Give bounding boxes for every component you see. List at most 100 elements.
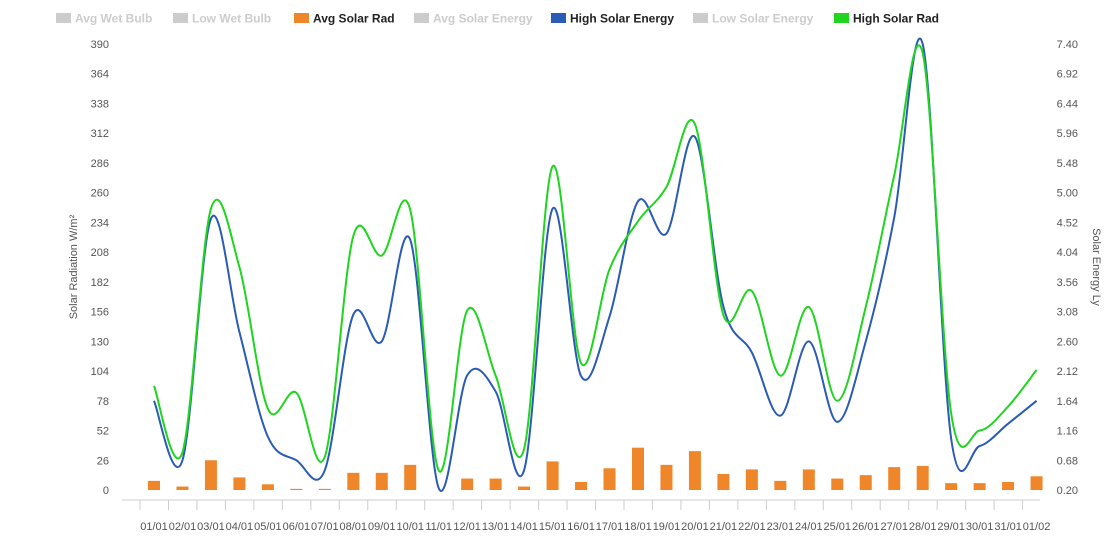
legend-item-label[interactable]: Avg Wet Bulb xyxy=(75,12,152,26)
legend-swatch[interactable] xyxy=(414,13,429,23)
y-right-tick-label: 0.20 xyxy=(1057,485,1078,497)
y-left-tick-label: 26 xyxy=(97,455,109,467)
x-tick-label: 17/01 xyxy=(596,521,624,533)
x-tick-label: 09/01 xyxy=(368,521,396,533)
y-right-tick-label: 5.00 xyxy=(1057,188,1078,200)
y-left-tick-label: 130 xyxy=(91,336,109,348)
y-left-tick-label: 390 xyxy=(91,39,109,51)
y-right-tick-label: 4.04 xyxy=(1057,247,1078,259)
bar-avg-solar-rad[interactable] xyxy=(375,472,388,490)
x-tick-label: 30/01 xyxy=(966,521,994,533)
y-left-tick-label: 286 xyxy=(91,158,109,170)
bar-avg-solar-rad[interactable] xyxy=(233,477,246,490)
bar-avg-solar-rad[interactable] xyxy=(1002,481,1015,490)
x-tick-label: 26/01 xyxy=(852,521,880,533)
y-left-axis-title: Solar Radiation W/m² xyxy=(68,214,80,319)
bar-avg-solar-rad[interactable] xyxy=(546,461,559,490)
bar-avg-solar-rad[interactable] xyxy=(688,451,701,490)
y-right-tick-label: 4.52 xyxy=(1057,217,1078,229)
y-right-tick-label: 1.64 xyxy=(1057,396,1078,408)
x-tick-label: 16/01 xyxy=(567,521,595,533)
bar-avg-solar-rad[interactable] xyxy=(859,475,872,490)
y-right-axis-title: Solar Energy Ly xyxy=(1090,228,1102,306)
x-tick-label: 27/01 xyxy=(880,521,908,533)
x-tick-label: 28/01 xyxy=(909,521,937,533)
bar-avg-solar-rad[interactable] xyxy=(631,447,644,490)
y-right-tick-label: 7.40 xyxy=(1057,39,1078,51)
x-tick-label: 18/01 xyxy=(624,521,652,533)
legend-swatch[interactable] xyxy=(294,13,309,23)
bar-avg-solar-rad[interactable] xyxy=(831,478,844,490)
bar-avg-solar-rad[interactable] xyxy=(888,467,901,490)
bar-avg-solar-rad[interactable] xyxy=(603,468,616,490)
x-tick-label: 08/01 xyxy=(340,521,368,533)
x-tick-label: 19/01 xyxy=(653,521,681,533)
bar-avg-solar-rad[interactable] xyxy=(261,484,274,490)
bar-avg-solar-rad[interactable] xyxy=(945,483,958,490)
bar-avg-solar-rad[interactable] xyxy=(745,469,758,490)
legend-item-label[interactable]: Low Wet Bulb xyxy=(192,12,271,26)
x-tick-label: 21/01 xyxy=(710,521,738,533)
y-left-tick-label: 0 xyxy=(103,485,109,497)
legend-swatch[interactable] xyxy=(693,13,708,23)
bar-avg-solar-rad[interactable] xyxy=(461,478,474,490)
line-high-solar-energy[interactable] xyxy=(153,37,1038,492)
legend-item-label[interactable]: Avg Solar Rad xyxy=(313,12,395,26)
y-left-tick-label: 312 xyxy=(91,128,109,140)
y-left-tick-label: 260 xyxy=(91,188,109,200)
y-left-tick-label: 78 xyxy=(97,396,109,408)
y-right-tick-label: 2.60 xyxy=(1057,336,1078,348)
y-left-tick-label: 338 xyxy=(91,98,109,110)
y-right-tick-label: 1.16 xyxy=(1057,426,1078,438)
legend-item-label[interactable]: High Solar Energy xyxy=(570,12,674,26)
x-tick-label: 10/01 xyxy=(396,521,424,533)
bar-avg-solar-rad[interactable] xyxy=(176,486,189,490)
y-left-tick-label: 104 xyxy=(91,366,109,378)
bar-avg-solar-rad[interactable] xyxy=(290,488,303,490)
x-tick-label: 29/01 xyxy=(937,521,965,533)
bar-avg-solar-rad[interactable] xyxy=(660,464,673,490)
y-right-tick-label: 5.96 xyxy=(1057,128,1078,140)
bar-avg-solar-rad[interactable] xyxy=(575,481,588,490)
y-left-tick-label: 182 xyxy=(91,277,109,289)
y-right-tick-label: 6.92 xyxy=(1057,69,1078,81)
legend-item-label[interactable]: Low Solar Energy xyxy=(712,12,814,26)
x-tick-label: 24/01 xyxy=(795,521,823,533)
legend-item-label[interactable]: High Solar Rad xyxy=(853,12,939,26)
legend-swatch[interactable] xyxy=(56,13,71,23)
y-right-tick-label: 3.08 xyxy=(1057,307,1078,319)
x-tick-label: 25/01 xyxy=(824,521,852,533)
legend-item-label[interactable]: Avg Solar Energy xyxy=(433,12,533,26)
x-tick-label: 22/01 xyxy=(738,521,766,533)
bar-avg-solar-rad[interactable] xyxy=(518,486,531,490)
x-tick-label: 13/01 xyxy=(482,521,510,533)
x-tick-label: 04/01 xyxy=(226,521,254,533)
bar-avg-solar-rad[interactable] xyxy=(318,488,331,490)
x-tick-label: 01/01 xyxy=(140,521,168,533)
x-tick-label: 14/01 xyxy=(510,521,538,533)
y-left-tick-label: 208 xyxy=(91,247,109,259)
bar-avg-solar-rad[interactable] xyxy=(1030,476,1043,490)
bar-avg-solar-rad[interactable] xyxy=(489,478,502,490)
x-tick-label: 12/01 xyxy=(453,521,481,533)
bar-avg-solar-rad[interactable] xyxy=(204,460,217,490)
y-left-tick-label: 156 xyxy=(91,307,109,319)
x-tick-label: 15/01 xyxy=(539,521,567,533)
bar-avg-solar-rad[interactable] xyxy=(916,465,929,490)
bar-avg-solar-rad[interactable] xyxy=(774,480,787,490)
bar-avg-solar-rad[interactable] xyxy=(347,472,360,490)
bar-avg-solar-rad[interactable] xyxy=(973,483,986,490)
x-tick-label: 02/01 xyxy=(169,521,197,533)
bar-avg-solar-rad[interactable] xyxy=(717,473,730,490)
y-right-tick-label: 6.44 xyxy=(1057,98,1078,110)
bar-avg-solar-rad[interactable] xyxy=(404,464,417,490)
legend-swatch[interactable] xyxy=(551,13,566,23)
bar-avg-solar-rad[interactable] xyxy=(148,480,160,490)
y-right-tick-label: 2.12 xyxy=(1057,366,1078,378)
bar-avg-solar-rad[interactable] xyxy=(802,469,815,490)
legend-swatch[interactable] xyxy=(173,13,188,23)
x-tick-label: 20/01 xyxy=(681,521,709,533)
line-high-solar-rad[interactable] xyxy=(153,44,1038,473)
legend-swatch[interactable] xyxy=(834,13,849,23)
